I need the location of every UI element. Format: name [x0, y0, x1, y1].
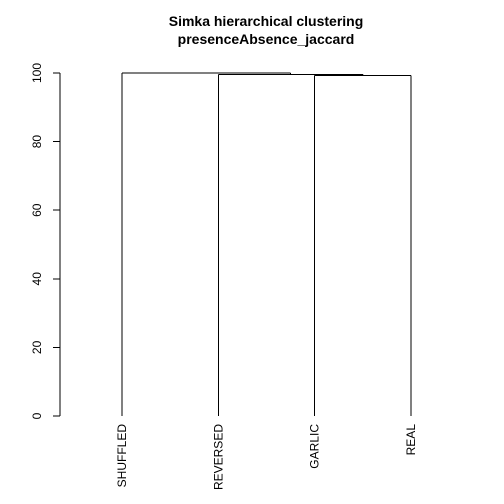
y-tick-label: 40 [30, 272, 44, 286]
y-tick-label: 60 [30, 203, 44, 217]
leaf-label: REVERSED [211, 424, 225, 490]
leaf-label: REAL [404, 424, 418, 456]
y-tick-label: 20 [30, 340, 44, 354]
leaf-label: SHUFFLED [115, 424, 129, 488]
y-tick-label: 100 [30, 63, 44, 83]
y-tick-label: 0 [30, 412, 44, 419]
leaf-label: GARLIC [308, 424, 322, 469]
dendrogram-branches [121, 72, 412, 416]
chart-title: Simka hierarchical clustering [169, 13, 364, 29]
chart-subtitle: presenceAbsence_jaccard [178, 31, 355, 47]
leaf-labels: SHUFFLED REVERSED GARLIC REAL [115, 424, 418, 490]
y-axis: 0 20 40 60 80 100 [30, 63, 61, 419]
y-tick-label: 80 [30, 135, 44, 149]
